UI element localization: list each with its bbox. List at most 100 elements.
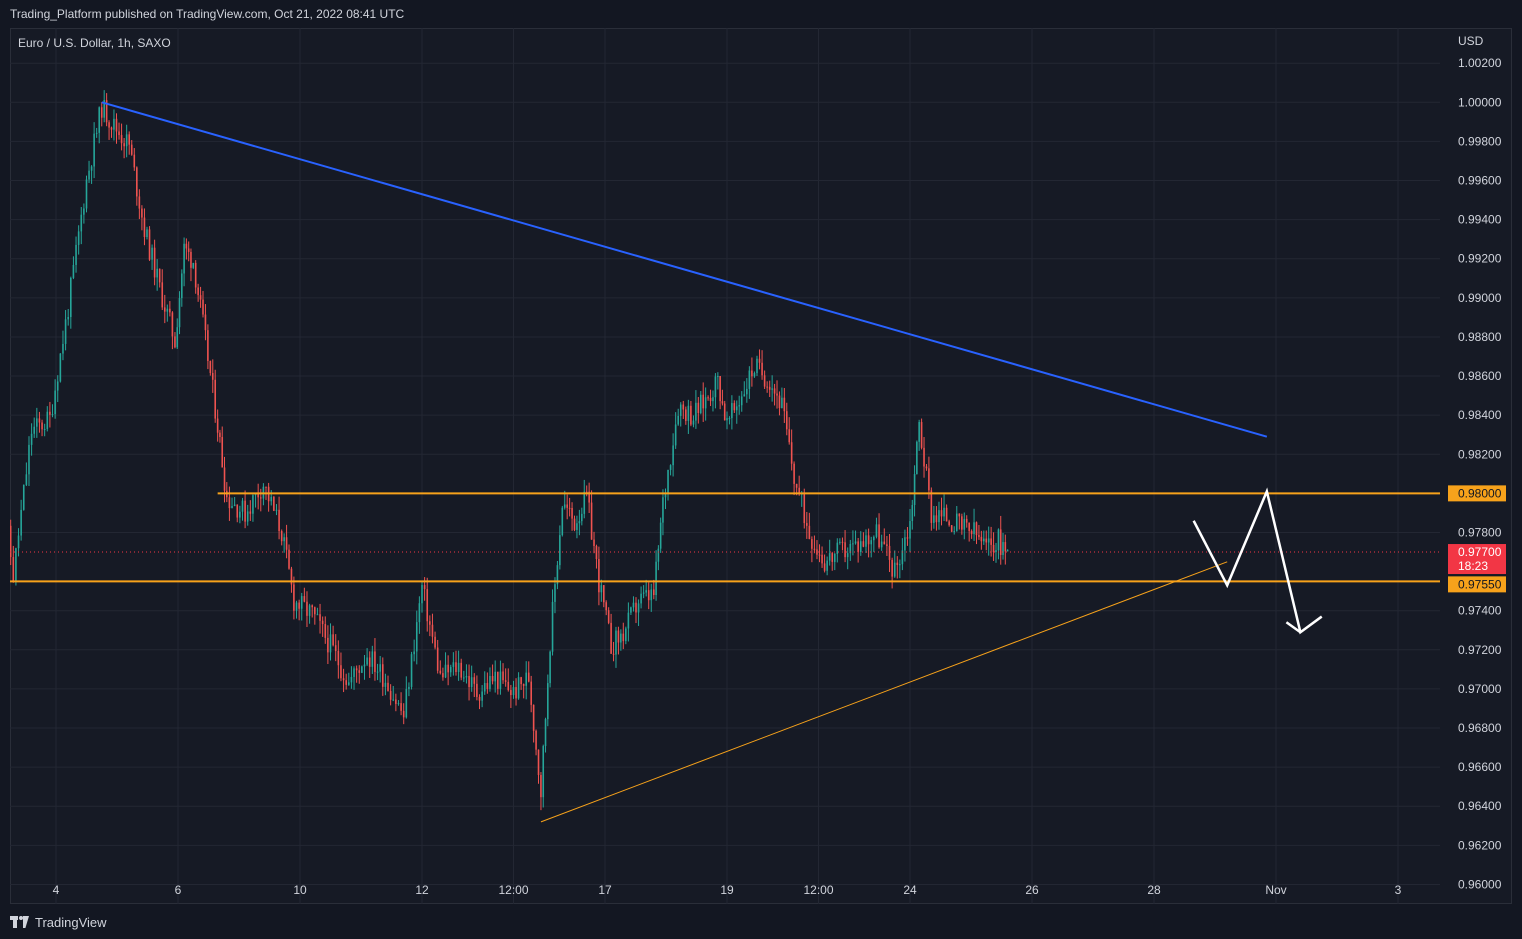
candle-body	[841, 541, 844, 543]
candle-body	[598, 559, 600, 593]
candle-body	[766, 386, 768, 388]
candle-body	[880, 541, 883, 548]
candle-body	[635, 602, 637, 613]
price-tick-label: 1.00200	[1458, 56, 1502, 70]
candle-body	[995, 550, 997, 553]
candle-body	[197, 287, 199, 296]
candle-body	[547, 683, 549, 720]
candle-body	[110, 127, 113, 130]
candle-body	[12, 557, 15, 582]
candle-body	[970, 530, 973, 535]
candle-body	[329, 634, 332, 653]
candle-body	[983, 538, 985, 542]
candle-body	[833, 553, 836, 562]
price-tick-label: 0.99000	[1458, 291, 1502, 305]
candle-body	[138, 196, 141, 209]
price-tick-label: 0.97400	[1458, 604, 1502, 618]
candle-body	[823, 563, 826, 571]
candle-body	[332, 634, 334, 646]
candle-body	[717, 375, 719, 377]
candle-body	[886, 544, 888, 546]
current-price-text: 0.97700	[1458, 545, 1502, 559]
candle-body	[300, 596, 303, 609]
candle-body	[743, 394, 746, 397]
resistance-price-tag-bg	[1448, 485, 1506, 502]
candle-body	[901, 550, 904, 565]
candle-body	[573, 518, 576, 530]
candle-body	[677, 415, 679, 425]
candle-body	[551, 601, 554, 652]
candle-body	[67, 316, 69, 320]
candle-body	[478, 696, 481, 701]
candle-body	[308, 605, 311, 616]
candle-body	[381, 664, 384, 687]
candle-body	[899, 564, 901, 566]
candle-body	[867, 535, 870, 545]
candle-body	[146, 229, 148, 237]
candle-body	[997, 529, 1000, 551]
candle-body	[953, 531, 956, 533]
candle-body	[913, 474, 916, 506]
price-tick-label: 0.97200	[1458, 643, 1502, 657]
candle-body	[726, 418, 728, 421]
candle-body	[873, 536, 875, 541]
candle-body	[549, 651, 551, 684]
candle-body	[859, 541, 862, 553]
price-tick-label: 0.96400	[1458, 799, 1502, 813]
candle-body	[130, 144, 133, 155]
candle-body	[928, 468, 930, 491]
candle-body	[515, 687, 517, 699]
candle-body	[62, 343, 64, 354]
candle-body	[233, 504, 236, 506]
candle-body	[185, 243, 188, 249]
candle-body	[115, 118, 118, 132]
chart-pane[interactable]	[10, 28, 1512, 904]
candle-body	[136, 167, 138, 197]
candle-body	[763, 375, 766, 387]
candle-body	[103, 100, 105, 118]
candle-body	[735, 406, 738, 411]
candle-body	[239, 511, 241, 518]
candle-body	[108, 122, 110, 128]
candle-body	[241, 500, 244, 512]
candle-body	[968, 522, 970, 531]
candle-body	[156, 268, 158, 278]
drawings[interactable]	[10, 101, 1440, 823]
time-tick-label: 3	[1395, 883, 1402, 897]
tradingview-logo[interactable]: TradingView	[10, 914, 107, 930]
price-tick-label: 0.96600	[1458, 760, 1502, 774]
candle-body	[56, 381, 59, 391]
candle-body	[813, 548, 816, 550]
candle-body	[216, 418, 219, 433]
candle-body	[753, 373, 756, 377]
candle-body	[410, 654, 413, 687]
tradingview-brand: TradingView	[35, 914, 107, 930]
candle-body	[374, 651, 376, 672]
candle-body	[846, 553, 849, 558]
candle-body	[314, 607, 316, 615]
candle-body	[746, 388, 748, 395]
candle-body	[190, 251, 192, 268]
candle-body	[473, 677, 476, 684]
candle-body	[806, 523, 808, 526]
candle-body	[38, 418, 41, 423]
candle-body	[875, 524, 878, 537]
candle-body	[920, 422, 923, 448]
candle-body	[368, 657, 371, 667]
candle-body	[723, 403, 726, 421]
time-tick-label: 19	[720, 883, 734, 897]
price-tick-label: 0.99400	[1458, 213, 1502, 227]
candle-body	[659, 522, 662, 549]
candle-body	[455, 662, 457, 672]
candle-body	[783, 397, 786, 412]
candle-body	[923, 447, 925, 467]
candle-body	[620, 633, 622, 643]
candle-body	[836, 542, 839, 554]
candle-body	[236, 504, 239, 518]
candle-body	[123, 143, 125, 147]
candle-body	[909, 521, 911, 539]
price-chart[interactable]: USD 1.00200 1.00000 0.99800 0.99600 0.99400 0…	[10, 28, 1512, 904]
candle-body	[682, 404, 685, 410]
